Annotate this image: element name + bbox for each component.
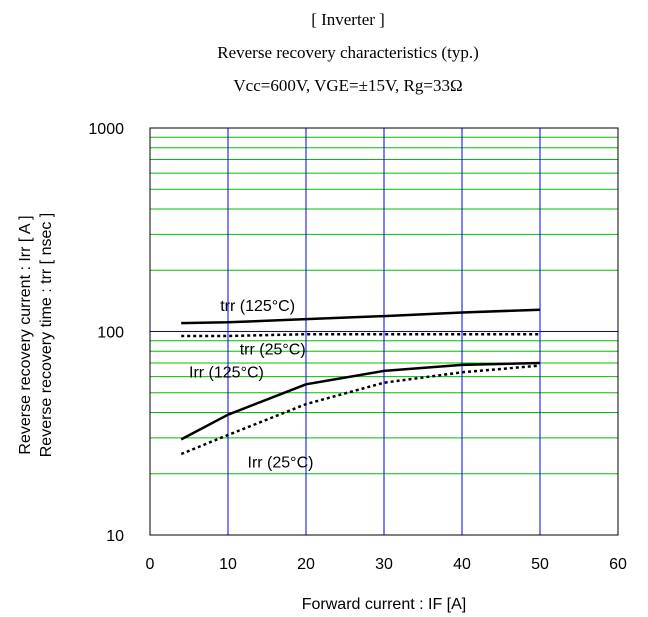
y-tick-label: 100	[97, 325, 124, 342]
x-tick-label: 60	[609, 556, 627, 573]
y-axis-label-time: Reverse recovery time : trr [ nsec ]	[38, 213, 55, 458]
annotations: trr (125°C) trr (25°C) Irr (125°C) Irr (25°…	[189, 298, 313, 471]
x-axis-label: Forward current : IF [A]	[302, 596, 466, 613]
chart-subtitle: Reverse recovery characteristics (typ.)	[217, 43, 479, 62]
series-layer	[180, 308, 541, 456]
chart-title-block: [ Inverter ] Reverse recovery characteri…	[150, 6, 546, 105]
chart-title: [ Inverter ]	[311, 10, 385, 29]
series-line-1	[181, 332, 540, 338]
y-tick-label: 1000	[88, 121, 124, 138]
chart-conditions: Vcc=600V, VGE=±15V, Rg=33Ω	[233, 76, 463, 95]
x-tick-label: 0	[146, 556, 155, 573]
x-tick-label: 30	[375, 556, 393, 573]
grid	[149, 127, 619, 536]
x-tick-label: 10	[219, 556, 237, 573]
series-annotation: trr (25°C)	[240, 342, 306, 359]
series-line-2	[180, 361, 541, 441]
series-annotation: Irr (125°C)	[189, 364, 264, 381]
x-tick-label: 40	[453, 556, 471, 573]
y-tick-label: 10	[106, 528, 124, 545]
x-tick-label: 20	[297, 556, 315, 573]
x-tick-label: 50	[531, 556, 549, 573]
series-line-0	[181, 308, 541, 325]
plot-frame	[149, 127, 619, 536]
y-axis-label-current: Reverse recovery current : Irr [ A ]	[17, 215, 34, 454]
series-line-3	[180, 364, 541, 456]
tick-labels: 0 10 20 30 40 50 60 10 100 1000	[88, 121, 627, 573]
series-annotation: Irr (25°C)	[248, 454, 314, 471]
series-annotation: trr (125°C)	[220, 298, 295, 315]
